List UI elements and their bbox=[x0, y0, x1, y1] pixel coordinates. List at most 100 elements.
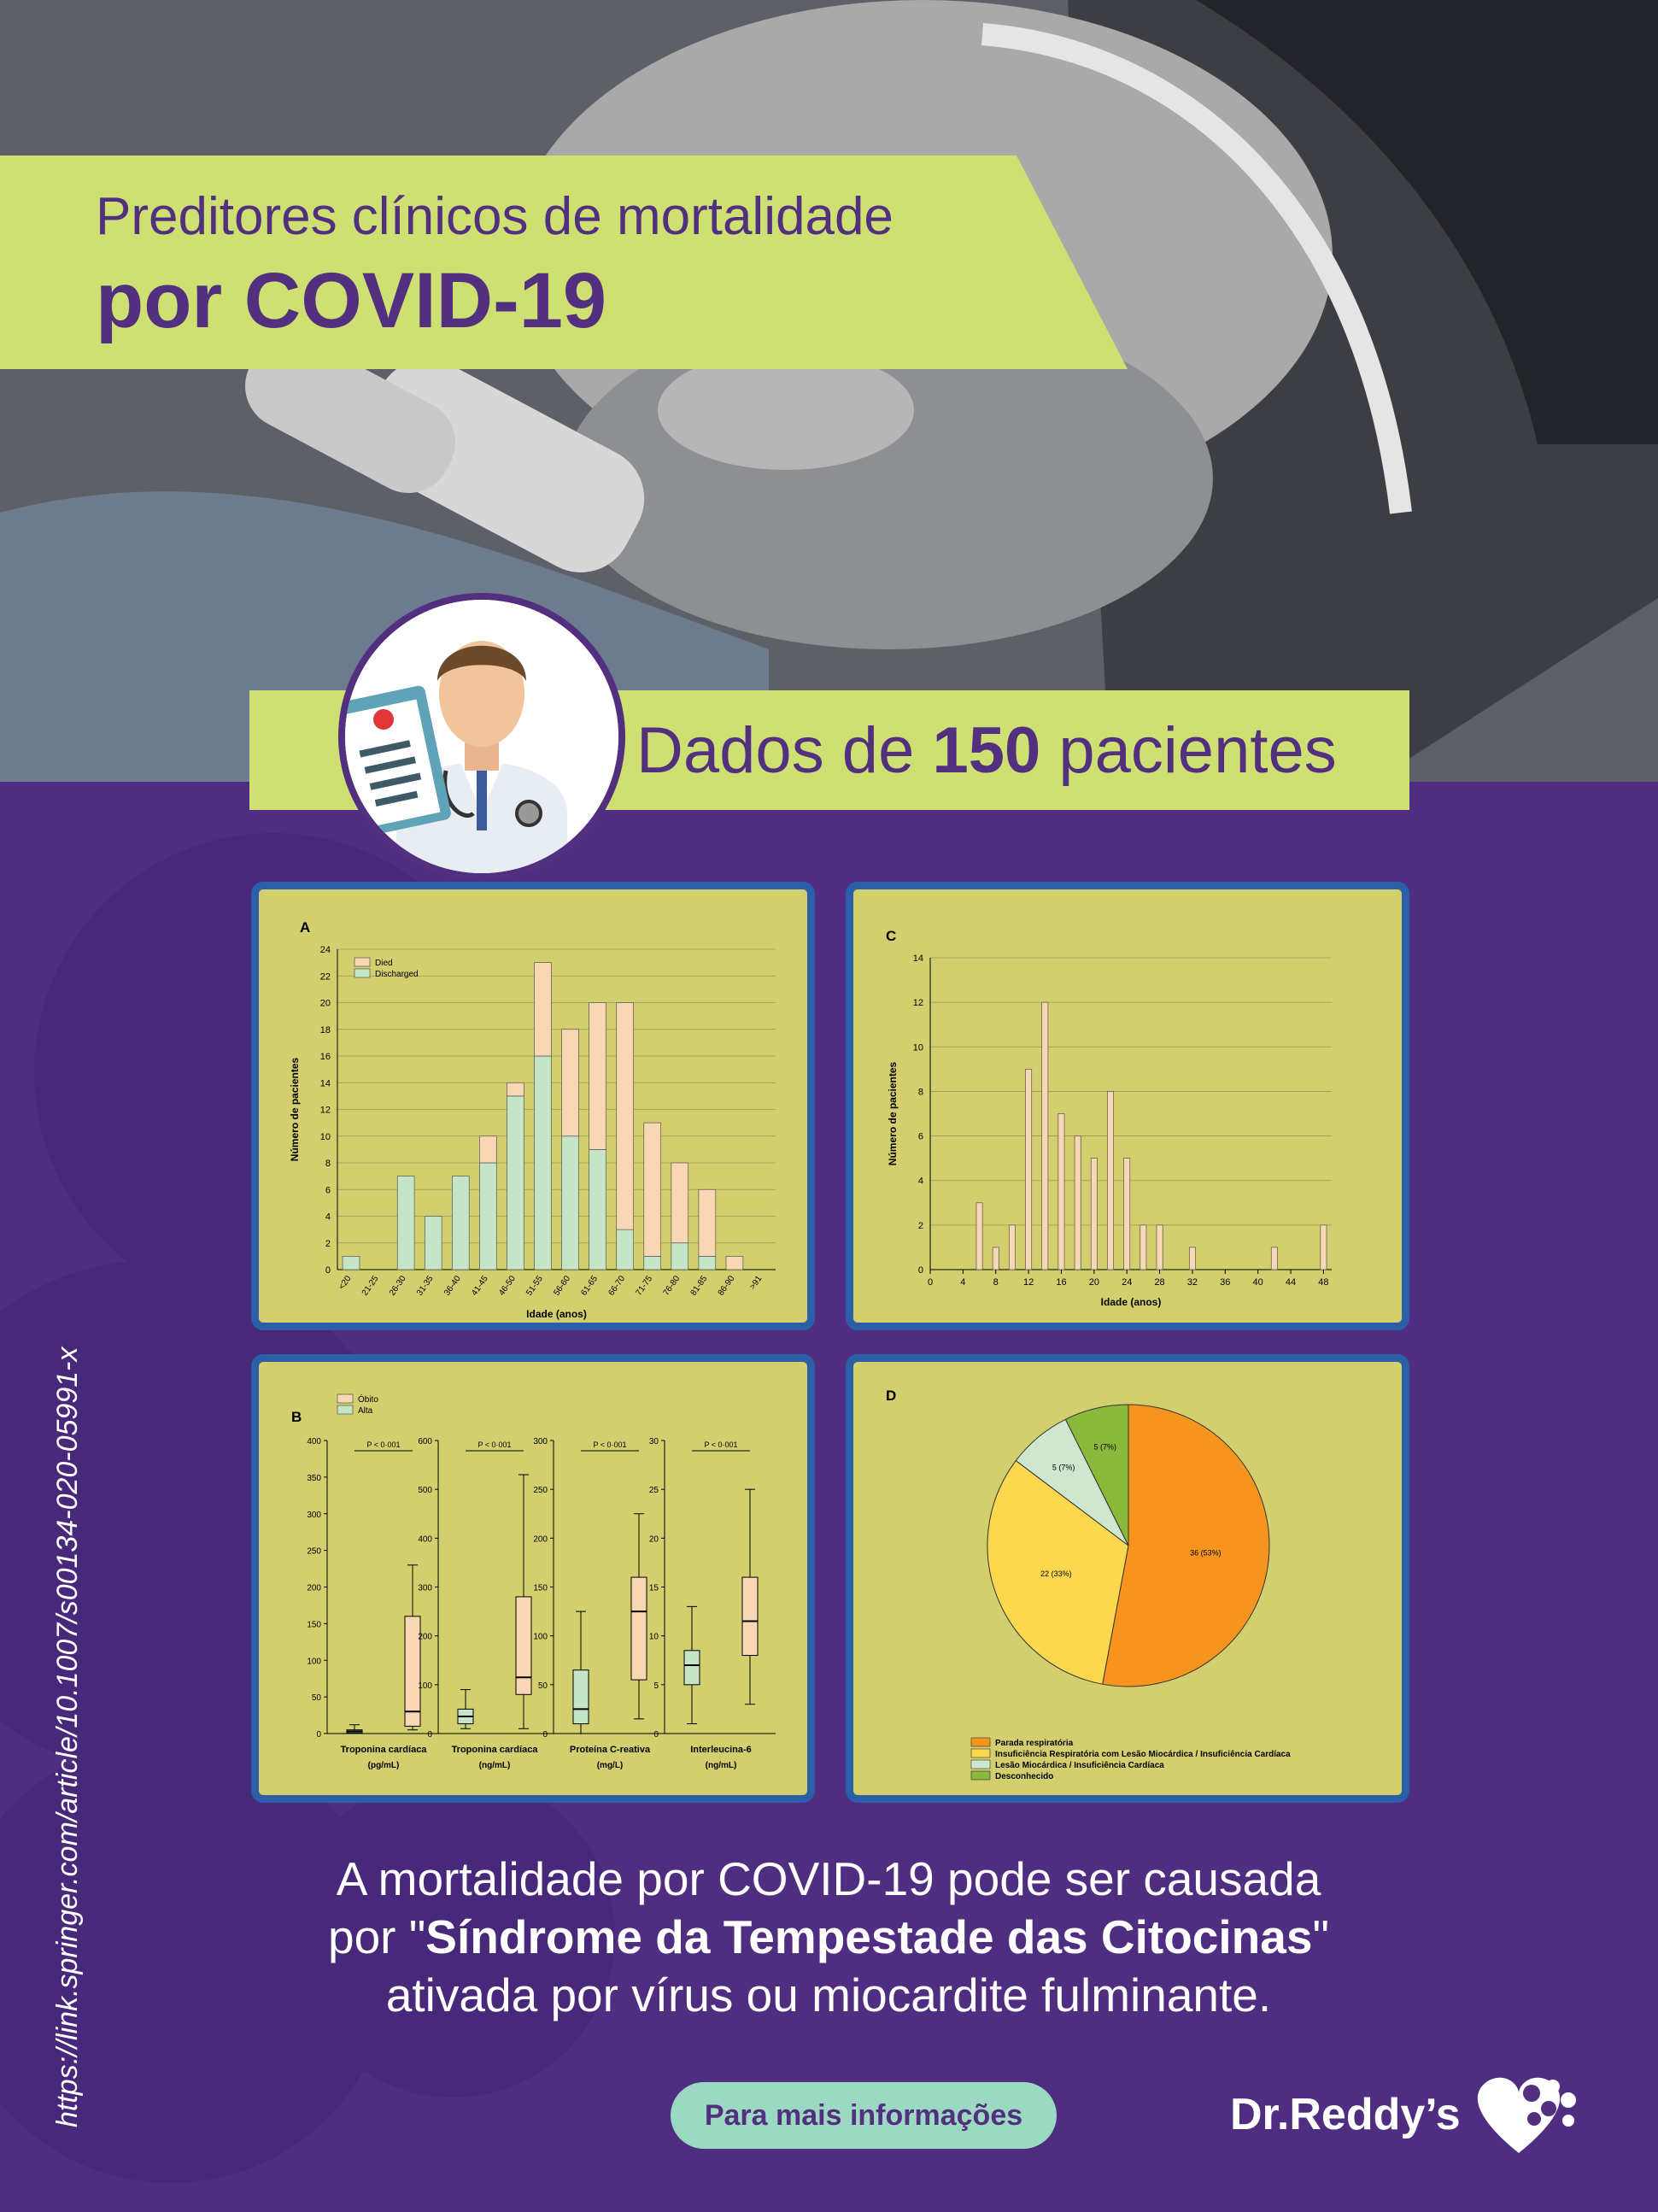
x-tick-label: 51-55 bbox=[524, 1274, 545, 1298]
x-tick-label: 36 bbox=[1220, 1277, 1230, 1288]
x-tick-label: 20 bbox=[1089, 1277, 1099, 1288]
x-tick-label: 0 bbox=[928, 1277, 933, 1288]
bar bbox=[1188, 1247, 1196, 1270]
box-died bbox=[404, 1616, 421, 1727]
pvalue-label: P < 0·001 bbox=[477, 1440, 511, 1449]
x-tick-label: 4 bbox=[960, 1277, 965, 1288]
y-tick-label: 250 bbox=[307, 1547, 321, 1557]
slice-label: 5 (7%) bbox=[1094, 1442, 1117, 1451]
y-tick-label: 150 bbox=[307, 1620, 321, 1629]
box-discharged bbox=[572, 1669, 589, 1725]
page-title-line1: Preditores clínicos de mortalidade bbox=[96, 187, 893, 246]
legend-swatch bbox=[970, 1737, 991, 1747]
pie-slice bbox=[1102, 1404, 1270, 1687]
conclusion-line3: ativada por vírus ou miocardite fulminan… bbox=[385, 1969, 1272, 2021]
legend-swatch bbox=[354, 957, 371, 967]
bar bbox=[1320, 1224, 1327, 1270]
y-tick-label: 600 bbox=[418, 1437, 432, 1446]
legend-label: Insuficiência Respiratória com Lesão Mio… bbox=[995, 1750, 1291, 1759]
y-tick-label: 350 bbox=[307, 1474, 321, 1483]
group-unit: (pg/mL) bbox=[368, 1761, 400, 1770]
bar bbox=[1270, 1247, 1278, 1270]
y-tick-label: 6 bbox=[918, 1132, 923, 1142]
bar bbox=[1074, 1135, 1081, 1270]
bar-discharged bbox=[671, 1242, 689, 1270]
legend-swatch bbox=[354, 968, 371, 978]
pvalue-label: P < 0·001 bbox=[704, 1440, 737, 1449]
y-tick-label: 250 bbox=[533, 1486, 548, 1495]
conclusion-line2-pre: por " bbox=[328, 1910, 426, 1963]
x-tick-label: 21-25 bbox=[360, 1274, 381, 1298]
x-tick-label: 16 bbox=[1056, 1277, 1066, 1288]
title-banner bbox=[0, 155, 1128, 369]
y-tick-label: 400 bbox=[307, 1437, 321, 1446]
y-tick-label: 0 bbox=[918, 1265, 923, 1276]
x-tick-label: 40 bbox=[1253, 1277, 1263, 1288]
conclusion-line2: por "Síndrome da Tempestade das Citocina… bbox=[171, 1908, 1486, 1966]
slice-label: 5 (7%) bbox=[1052, 1464, 1075, 1472]
brand-name: Dr.Reddy’s bbox=[1230, 2090, 1461, 2139]
legend-swatch bbox=[970, 1759, 991, 1769]
bar-discharged bbox=[534, 1055, 552, 1270]
patients-suffix: pacientes bbox=[1040, 714, 1337, 787]
slice-label: 22 (33%) bbox=[1040, 1570, 1072, 1578]
group-label: Interleucina-6 bbox=[690, 1745, 752, 1755]
legend-label: Óbito bbox=[358, 1394, 378, 1405]
y-tick-label: 10 bbox=[320, 1132, 331, 1142]
x-tick-label: 8 bbox=[993, 1277, 999, 1288]
y-tick-label: 15 bbox=[649, 1584, 659, 1593]
group-unit: (ng/mL) bbox=[706, 1761, 737, 1770]
bar-discharged bbox=[589, 1149, 606, 1270]
more-info-button[interactable]: Para mais informações bbox=[671, 2082, 1057, 2149]
x-axis-label: Idade (anos) bbox=[526, 1308, 587, 1320]
bar-discharged bbox=[561, 1135, 579, 1270]
bar-discharged bbox=[479, 1162, 497, 1270]
x-tick-label: 46-50 bbox=[497, 1274, 518, 1298]
bar bbox=[1107, 1091, 1114, 1270]
y-tick-label: 100 bbox=[307, 1657, 321, 1666]
x-tick-label: 48 bbox=[1318, 1277, 1328, 1288]
pvalue-label: P < 0·001 bbox=[366, 1440, 400, 1449]
y-tick-label: 0 bbox=[427, 1730, 432, 1740]
y-tick-label: 18 bbox=[320, 1025, 331, 1036]
y-tick-label: 2 bbox=[918, 1221, 923, 1231]
x-tick-label: 12 bbox=[1023, 1277, 1034, 1288]
bar bbox=[1041, 1001, 1049, 1270]
bar-died bbox=[698, 1188, 717, 1257]
legend-swatch bbox=[970, 1770, 991, 1781]
chart-panel-d: D 36 (53%) 22 (33%) 5 (7%) 5 (7%) Parada resp… bbox=[846, 1354, 1409, 1803]
x-tick-label: 61-65 bbox=[579, 1274, 600, 1298]
x-tick-label: 26-30 bbox=[388, 1274, 408, 1298]
hero-photo bbox=[0, 0, 1658, 786]
x-axis-label: Idade (anos) bbox=[1101, 1296, 1162, 1308]
bar bbox=[1140, 1224, 1147, 1270]
y-tick-label: 5 bbox=[653, 1681, 659, 1691]
panel-letter: C bbox=[886, 928, 896, 944]
x-tick-label: 32 bbox=[1187, 1277, 1198, 1288]
bar-discharged bbox=[396, 1176, 415, 1270]
y-tick-label: 12 bbox=[320, 1106, 331, 1116]
y-tick-label: 0 bbox=[316, 1730, 321, 1740]
pie-slice bbox=[987, 1459, 1129, 1685]
y-tick-label: 22 bbox=[320, 971, 331, 982]
deco-circle bbox=[290, 1773, 615, 2098]
source-url-link[interactable]: https://link.springer.com/article/10.100… bbox=[51, 1347, 84, 2127]
bar-died bbox=[534, 962, 552, 1057]
x-tick-label: 36-40 bbox=[442, 1274, 463, 1298]
y-tick-label: 30 bbox=[649, 1437, 659, 1446]
x-tick-label: 56-60 bbox=[552, 1274, 572, 1298]
legend-label: Alta bbox=[358, 1406, 373, 1416]
bar-died bbox=[725, 1256, 744, 1270]
x-tick-label: 66-70 bbox=[606, 1274, 627, 1298]
bar bbox=[1025, 1069, 1033, 1270]
hero-photo-shapes bbox=[0, 0, 1658, 786]
legend-label: Parada respiratória bbox=[995, 1739, 1074, 1748]
bar-discharged bbox=[342, 1256, 360, 1270]
patients-prefix: Dados de bbox=[636, 714, 933, 787]
y-tick-label: 14 bbox=[913, 953, 923, 964]
panel-letter: D bbox=[886, 1388, 896, 1404]
y-tick-label: 300 bbox=[533, 1437, 548, 1446]
conclusion-highlight: Síndrome da Tempestade das Citocinas bbox=[425, 1910, 1313, 1963]
chart-d-svg: D 36 (53%) 22 (33%) 5 (7%) 5 (7%) Parada resp… bbox=[886, 1388, 1291, 1781]
